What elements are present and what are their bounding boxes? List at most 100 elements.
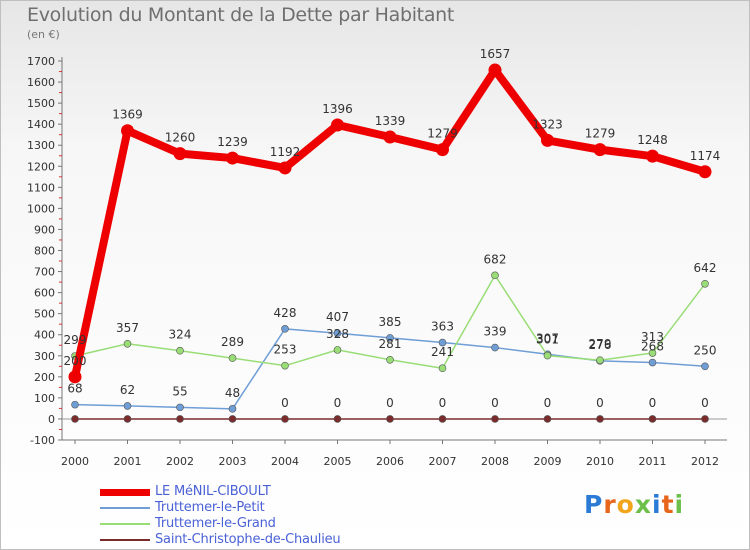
y-tick-label: 1700 (27, 55, 55, 68)
legend-label: Truttemer-le-Grand (155, 516, 276, 531)
y-tick-label: 1100 (27, 181, 55, 194)
x-tick-label: 2008 (481, 455, 509, 468)
data-point (173, 147, 187, 161)
y-tick-label: 800 (34, 245, 55, 258)
data-point (176, 403, 184, 412)
y-tick-label: 200 (34, 371, 55, 384)
data-point (123, 415, 132, 423)
data-labels-layer: 200 1369 1260 1239 1192 1396 1339 1279 1657 1323 1… (64, 47, 721, 410)
logo-letter: P (584, 490, 604, 519)
data-label: 1192 (270, 145, 301, 159)
data-label: 642 (694, 261, 717, 275)
data-point (333, 329, 342, 338)
logo-letter: x (634, 490, 652, 519)
data-point (488, 63, 502, 77)
y-tick-label: 1500 (27, 97, 55, 110)
data-point (226, 151, 239, 165)
data-point (333, 346, 342, 354)
data-label: 0 (439, 396, 447, 410)
data-label: 1279 (427, 127, 458, 141)
x-tick-label: 2007 (429, 455, 457, 468)
data-point (491, 415, 499, 423)
data-label: 1323 (532, 117, 563, 131)
data-point (331, 118, 344, 132)
y-tick-label: 1200 (27, 160, 55, 173)
data-label: 407 (326, 310, 349, 324)
data-label: 253 (274, 343, 297, 357)
data-point (438, 338, 447, 347)
data-point (228, 415, 237, 423)
series-LE MéNIL-CIBOULT (68, 63, 712, 384)
y-tick-label: 500 (34, 308, 55, 321)
legend-swatch (100, 507, 150, 509)
data-point (438, 364, 447, 373)
logo-letter: i (652, 490, 662, 519)
x-tick-label: 2005 (324, 455, 352, 468)
data-point (386, 334, 394, 342)
y-tick-label: 700 (34, 266, 55, 279)
data-point (698, 165, 712, 179)
y-tick-label: 600 (34, 287, 55, 300)
y-tick-label: 100 (34, 392, 55, 405)
data-label: 250 (694, 343, 717, 357)
legend-label: LE MéNIL-CIBOULT (155, 484, 271, 499)
data-point (71, 400, 79, 409)
data-point (593, 143, 607, 157)
legend-swatch (100, 539, 150, 541)
data-label: 0 (334, 396, 342, 410)
legend-swatch (100, 488, 150, 496)
data-point (333, 415, 342, 423)
y-tick-label: 1400 (27, 118, 55, 131)
data-point (596, 415, 604, 423)
data-point (281, 325, 289, 333)
data-label: 241 (431, 345, 454, 359)
data-point (228, 405, 237, 413)
data-point (438, 415, 447, 423)
data-label: 268 (641, 340, 664, 354)
data-label: 48 (225, 386, 240, 400)
data-point (701, 279, 709, 288)
data-point (543, 351, 552, 360)
legend-swatch (100, 523, 150, 525)
data-point (701, 415, 709, 423)
series-layer (68, 63, 712, 423)
chart-subtitle: (en €) (27, 28, 60, 41)
x-tick-label: 2003 (219, 455, 247, 468)
data-point (386, 415, 394, 423)
data-label: 385 (379, 315, 402, 329)
x-tick-label: 2004 (271, 455, 299, 468)
y-tick-label: 0 (48, 413, 55, 426)
data-label: 299 (64, 333, 87, 347)
data-label: 339 (484, 325, 507, 339)
data-label: 328 (326, 327, 349, 341)
data-label: 363 (431, 320, 454, 334)
data-point (121, 124, 134, 138)
x-tick-label: 2006 (376, 455, 404, 468)
data-label: 428 (274, 306, 297, 320)
x-tick-label: 2009 (534, 455, 562, 468)
data-label: 62 (120, 383, 135, 397)
data-point (176, 346, 184, 355)
x-tick-label: 2011 (639, 455, 667, 468)
x-tick-label: 2002 (166, 455, 194, 468)
data-label: 682 (484, 252, 507, 266)
data-point (71, 415, 79, 423)
x-tick-label: 2012 (691, 455, 719, 468)
data-label: 1248 (637, 133, 668, 147)
y-tick-label: -100 (30, 434, 55, 447)
data-label: 0 (596, 396, 604, 410)
logo-letter: i (674, 490, 685, 519)
x-tick-label: 2001 (114, 455, 142, 468)
data-point (68, 370, 82, 384)
x-tick-label: 2000 (61, 455, 89, 468)
x-tick-label: 2010 (586, 455, 614, 468)
y-tick-label: 1000 (27, 202, 55, 215)
data-point (701, 362, 709, 371)
data-label: 0 (281, 396, 289, 410)
data-point (383, 130, 397, 144)
data-label: 1657 (480, 47, 511, 61)
data-label: 307 (536, 331, 559, 345)
logo-letter: r (603, 490, 617, 519)
y-tick-label: 900 (34, 223, 55, 236)
